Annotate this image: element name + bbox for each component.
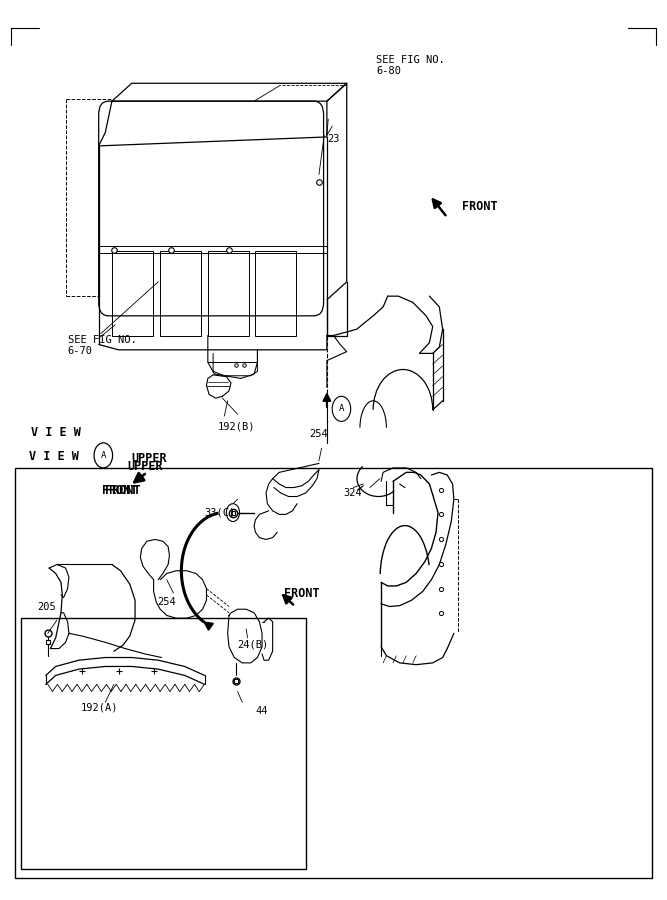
Text: 254: 254 <box>309 429 327 439</box>
Bar <box>160 250 201 336</box>
Bar <box>208 250 249 336</box>
Bar <box>15 468 652 878</box>
Text: UPPER: UPPER <box>132 453 167 465</box>
Text: FRONT: FRONT <box>105 484 141 497</box>
Text: 324: 324 <box>344 488 362 498</box>
Text: SEE FIG NO.
6-70: SEE FIG NO. 6-70 <box>67 335 136 356</box>
Text: 24(B): 24(B) <box>237 640 269 650</box>
Text: FRONT: FRONT <box>102 484 137 497</box>
Text: A: A <box>101 451 106 460</box>
Text: V I E W: V I E W <box>31 426 81 438</box>
Bar <box>21 618 305 868</box>
Text: 23: 23 <box>327 134 340 144</box>
Bar <box>255 250 296 336</box>
Text: FRONT: FRONT <box>462 200 498 213</box>
Text: V I E W: V I E W <box>29 450 79 463</box>
Text: 33(C): 33(C) <box>205 508 235 518</box>
Text: UPPER: UPPER <box>127 460 163 473</box>
Text: SEE FIG NO.
6-80: SEE FIG NO. 6-80 <box>376 55 446 76</box>
Text: 44: 44 <box>255 706 268 716</box>
Text: 205: 205 <box>37 601 56 611</box>
Text: 254: 254 <box>157 597 175 608</box>
Text: 192(B): 192(B) <box>217 422 255 432</box>
Text: FRONT: FRONT <box>284 587 319 599</box>
Text: 192(A): 192(A) <box>81 703 118 713</box>
Text: A: A <box>339 404 344 413</box>
Bar <box>112 250 153 336</box>
